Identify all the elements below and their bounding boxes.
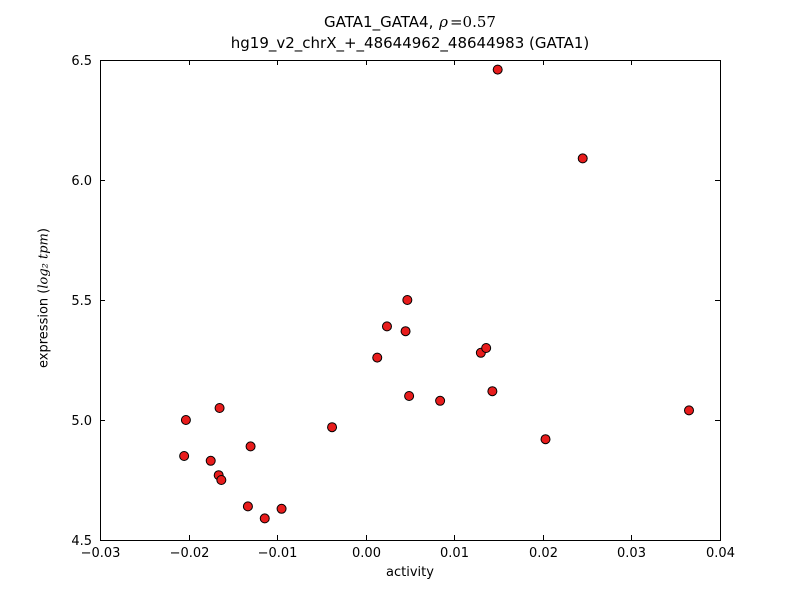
rho-value: =0.57 (449, 13, 496, 31)
y-tick-label: 6.0 (71, 174, 92, 189)
y-axis-label-math: log₂ tpm (36, 233, 52, 289)
x-tick-label: 0.02 (529, 546, 558, 561)
data-point (179, 451, 190, 461)
data-point (487, 386, 498, 397)
data-point (492, 64, 503, 75)
data-point (435, 395, 446, 406)
x-tick-label: −0.02 (170, 546, 210, 561)
x-axis-label: activity (386, 565, 434, 580)
x-tick-label: −0.01 (258, 546, 298, 561)
data-point (481, 343, 492, 353)
data-point (180, 415, 191, 425)
chart-subtitle: hg19_v2_chrX_+_48644962_48644983 (GATA1) (230, 34, 590, 52)
x-tick-label: −0.03 (81, 546, 121, 561)
data-point (276, 503, 287, 514)
chart-title: GATA1_GATA4, ρ =0.57 (100, 13, 720, 31)
data-point (205, 455, 216, 466)
x-tick-label: 0.03 (617, 546, 646, 561)
x-tick-label: 0.01 (440, 546, 469, 561)
data-point (216, 475, 227, 485)
y-axis-label: expression (log₂ tpm) (37, 228, 52, 368)
data-point (402, 295, 413, 305)
data-point (259, 513, 270, 524)
data-point (242, 501, 253, 512)
y-axis-label-prefix: expression ( (36, 288, 52, 368)
data-point (684, 405, 694, 416)
y-tick-label: 6.5 (71, 54, 92, 69)
x-tick-label: 0.04 (706, 546, 735, 561)
y-tick-label: 4.5 (71, 534, 92, 549)
data-point (327, 422, 338, 433)
data-point (214, 403, 225, 413)
x-tick-label: 0.00 (352, 546, 381, 561)
data-point (540, 434, 551, 445)
y-tick-label: 5.5 (71, 294, 92, 309)
data-point (372, 352, 383, 363)
data-point (245, 441, 256, 452)
rho-symbol: ρ (439, 13, 448, 31)
data-point (381, 321, 392, 332)
data-point (577, 153, 588, 164)
y-axis-label-suffix: ) (36, 228, 52, 234)
data-point (404, 391, 415, 401)
data-point (400, 326, 411, 337)
chart-title-prefix: GATA1_GATA4, (324, 13, 439, 31)
y-tick-label: 5.0 (71, 414, 92, 429)
